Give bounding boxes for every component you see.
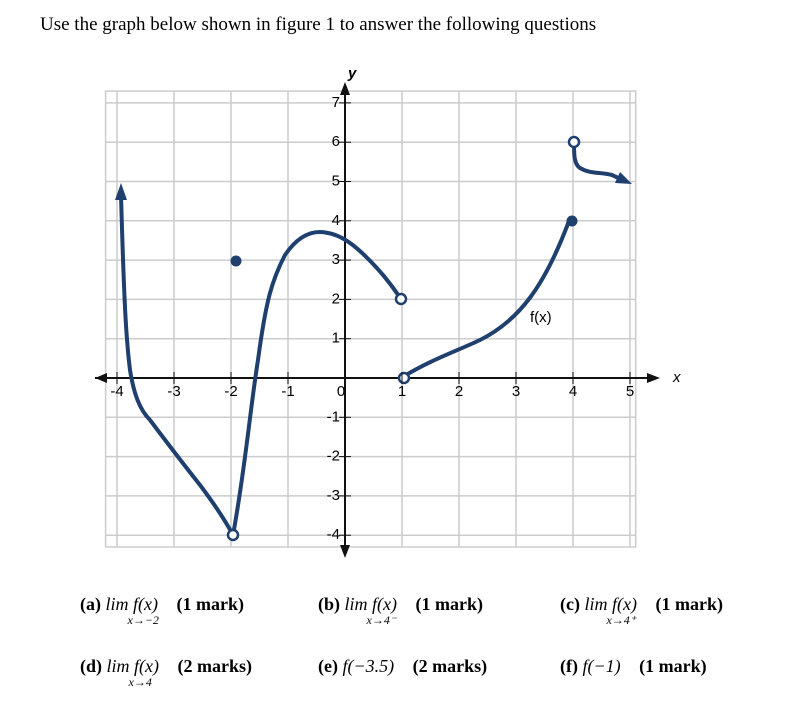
y-tick-label: -1 xyxy=(327,408,340,425)
question-marks: (2 marks) xyxy=(177,656,252,676)
question-expression: lim f(x) x→4⁺ xyxy=(584,594,637,627)
question-label: (d) xyxy=(80,656,102,676)
y-tick-label: 6 xyxy=(332,133,340,150)
question: (e) f(−3.5) (2 marks) xyxy=(318,656,487,677)
x-tick-label: 2 xyxy=(455,383,463,400)
curve-piece xyxy=(231,230,403,537)
question: (f) f(−1) (1 mark) xyxy=(560,656,707,677)
curve-piece xyxy=(572,140,627,183)
y-label: y xyxy=(347,65,357,82)
question-expression: lim f(x) x→−2 xyxy=(105,594,159,627)
x-tick-label: -4 xyxy=(110,383,123,400)
question-expression: f(−1) xyxy=(582,656,621,676)
y-tick-label: -3 xyxy=(327,487,340,504)
grid xyxy=(104,90,637,548)
question: (b) lim f(x) x→4⁻ (1 mark) xyxy=(318,594,483,627)
x-tick-label: 1 xyxy=(398,383,406,400)
x-tick-label: 3 xyxy=(512,383,520,400)
question-label: (b) xyxy=(318,594,340,614)
filled-point xyxy=(230,255,242,267)
y-tick-label: 4 xyxy=(332,212,340,229)
x-tick-label: 4 xyxy=(569,383,577,400)
x-tick-label: -3 xyxy=(167,383,180,400)
y-tick-label: -2 xyxy=(327,448,340,465)
arrow xyxy=(340,545,350,558)
question-marks: (1 mark) xyxy=(176,594,244,614)
x-tick-label: 0 xyxy=(337,383,345,400)
question: (d) lim f(x) x→4 (2 marks) xyxy=(80,656,252,689)
question-label: (e) xyxy=(318,656,338,676)
question: (c) lim f(x) x→4⁺ (1 mark) xyxy=(560,594,723,627)
arrow xyxy=(115,183,127,200)
curve-piece xyxy=(399,219,571,380)
question-marks: (1 mark) xyxy=(655,594,723,614)
open-point xyxy=(397,371,411,385)
question-marks: (2 marks) xyxy=(412,656,488,676)
open-point xyxy=(226,528,240,542)
x-tick-label: -1 xyxy=(281,383,294,400)
x-label: x xyxy=(672,369,681,386)
y-tick-label: 5 xyxy=(332,172,340,189)
arrow xyxy=(95,373,107,383)
question-expression: lim f(x) x→4⁻ xyxy=(344,594,397,627)
limit-subscript: x→4⁺ xyxy=(606,613,637,627)
limit-subscript: x→−2 xyxy=(127,613,159,627)
question-marks: (1 mark) xyxy=(639,656,707,676)
figure: x y f(x) -4 -3 -2 -1 0 1 2 3 4 5 7 6 5 4 3 2 1 -1 -2 -3 -4 xyxy=(95,65,681,558)
arrow xyxy=(615,172,632,184)
question-label: (f) xyxy=(560,656,578,676)
limit-subscript: x→4 xyxy=(128,675,152,689)
question-label: (c) xyxy=(560,594,580,614)
question-expression: lim f(x) x→4 xyxy=(106,656,159,689)
curve-piece xyxy=(119,193,235,537)
question-label: (a) xyxy=(80,594,101,614)
instruction: Use the graph below shown in figure 1 to… xyxy=(40,14,597,35)
curve xyxy=(119,140,627,537)
y-tick-label: 1 xyxy=(332,330,340,347)
y-tick-label: -4 xyxy=(327,526,340,543)
curve-label: f(x) xyxy=(530,309,552,326)
y-tick-label: 7 xyxy=(332,94,340,111)
question-expression: f(−3.5) xyxy=(342,656,395,676)
arrow xyxy=(647,373,660,383)
limit-subscript: x→4⁻ xyxy=(366,613,397,627)
open-point xyxy=(567,135,581,149)
open-point xyxy=(394,292,408,306)
arrow xyxy=(340,82,350,95)
question: (a) lim f(x) x→−2 (1 mark) xyxy=(80,594,244,627)
y-tick-label: 3 xyxy=(332,251,340,268)
filled-point xyxy=(566,215,578,227)
x-tick-label: -2 xyxy=(224,383,237,400)
y-tick-label: 2 xyxy=(332,290,340,307)
grid-border xyxy=(104,90,637,548)
question-marks: (1 mark) xyxy=(415,594,483,614)
x-tick-label: 5 xyxy=(626,383,634,400)
